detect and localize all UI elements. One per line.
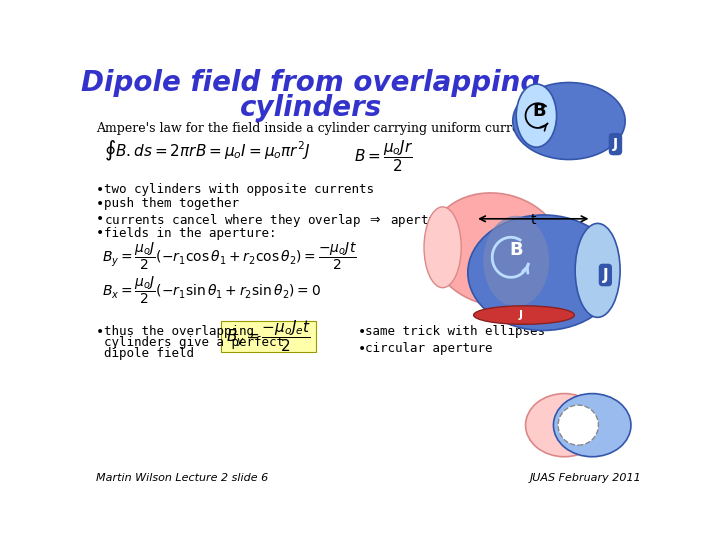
Text: •: • bbox=[96, 212, 104, 226]
Text: cylinders give a perfect: cylinders give a perfect bbox=[104, 336, 284, 349]
Ellipse shape bbox=[474, 306, 575, 325]
Ellipse shape bbox=[554, 394, 631, 457]
Ellipse shape bbox=[558, 405, 598, 445]
Text: same trick with ellipses: same trick with ellipses bbox=[365, 325, 545, 338]
Text: B: B bbox=[533, 102, 546, 120]
Ellipse shape bbox=[468, 215, 619, 330]
Text: J: J bbox=[603, 267, 608, 282]
Text: $B_x = \dfrac{\mu_o J}{2}\left(-r_1\sin\theta_1 + r_2\sin\theta_2\right) = 0$: $B_x = \dfrac{\mu_o J}{2}\left(-r_1\sin\… bbox=[102, 274, 320, 306]
Text: $B_y = \dfrac{-\mu_o J_e t}{2}$: $B_y = \dfrac{-\mu_o J_e t}{2}$ bbox=[225, 319, 311, 354]
Ellipse shape bbox=[526, 394, 603, 457]
Text: •: • bbox=[96, 197, 104, 211]
Text: •: • bbox=[357, 342, 366, 356]
Text: two cylinders with opposite currents: two cylinders with opposite currents bbox=[104, 183, 374, 195]
Ellipse shape bbox=[483, 215, 549, 307]
Ellipse shape bbox=[575, 224, 620, 318]
Ellipse shape bbox=[430, 193, 564, 306]
Text: t: t bbox=[531, 213, 536, 226]
Text: JUAS February 2011: JUAS February 2011 bbox=[530, 473, 642, 483]
Text: Dipole field from overlapping: Dipole field from overlapping bbox=[81, 69, 541, 97]
Text: J: J bbox=[613, 137, 618, 151]
Ellipse shape bbox=[516, 84, 557, 147]
Text: $B = \dfrac{\mu_o Jr}{2}$: $B = \dfrac{\mu_o Jr}{2}$ bbox=[354, 139, 413, 174]
Text: thus the overlapping: thus the overlapping bbox=[104, 325, 254, 338]
Text: Martin Wilson Lecture 2 slide 6: Martin Wilson Lecture 2 slide 6 bbox=[96, 473, 269, 483]
Ellipse shape bbox=[513, 83, 625, 159]
FancyBboxPatch shape bbox=[221, 321, 315, 352]
Text: •: • bbox=[96, 226, 104, 240]
Text: B: B bbox=[510, 241, 523, 259]
Text: •: • bbox=[96, 325, 104, 339]
Text: circular aperture: circular aperture bbox=[365, 342, 492, 355]
Text: J: J bbox=[518, 310, 522, 320]
Text: push them together: push them together bbox=[104, 197, 239, 210]
Text: cylinders: cylinders bbox=[240, 94, 382, 122]
Text: currents cancel where they overlap $\Rightarrow$ aperture: currents cancel where they overlap $\Rig… bbox=[104, 212, 451, 229]
Text: •: • bbox=[357, 325, 366, 339]
Ellipse shape bbox=[424, 207, 462, 288]
Text: •: • bbox=[96, 183, 104, 197]
Text: fields in the aperture:: fields in the aperture: bbox=[104, 226, 276, 240]
Text: $\oint B.ds = 2\pi rB = \mu_o I = \mu_o \pi r^2 J$: $\oint B.ds = 2\pi rB = \mu_o I = \mu_o … bbox=[104, 139, 310, 163]
Text: $B_y = \dfrac{\mu_o J}{2}\left(-r_1\cos\theta_1 + r_2\cos\theta_2\right) = \dfra: $B_y = \dfrac{\mu_o J}{2}\left(-r_1\cos\… bbox=[102, 240, 356, 272]
Text: Ampere's law for the field inside a cylinder carrying uniform current density: Ampere's law for the field inside a cyli… bbox=[96, 122, 582, 135]
Text: dipole field: dipole field bbox=[104, 347, 194, 360]
